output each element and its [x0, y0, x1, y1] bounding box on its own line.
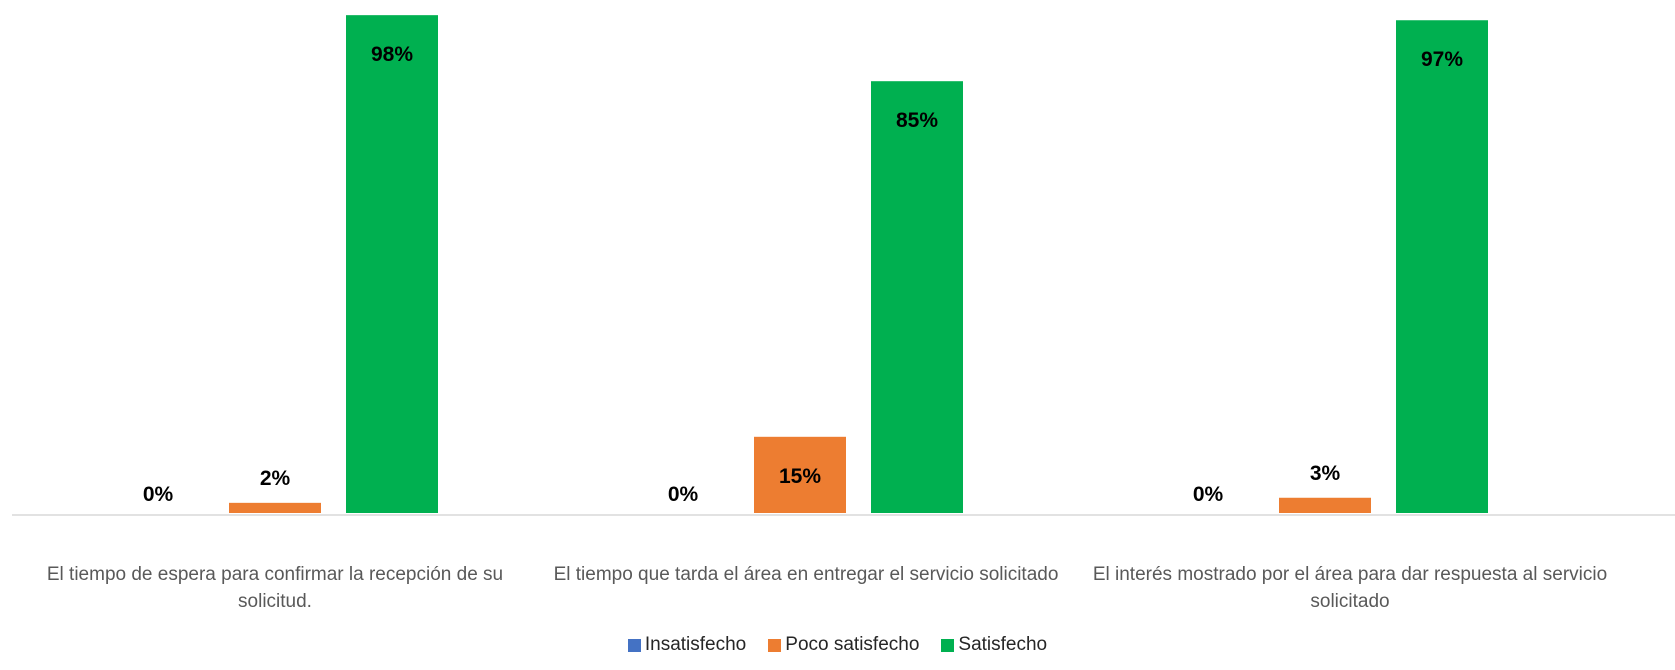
bar-poco-satisfecho	[229, 502, 321, 513]
legend-label: Poco satisfecho	[785, 634, 920, 655]
legend-label: Satisfecho	[958, 634, 1048, 655]
data-label: 15%	[779, 465, 821, 488]
bar-satisfecho	[346, 15, 438, 513]
data-label: 85%	[896, 109, 938, 132]
data-label: 0%	[668, 483, 699, 506]
legend-item-insatisfecho: Insatisfecho	[627, 634, 747, 656]
category-label: El tiempo que tarda el área en entregar …	[553, 564, 1059, 585]
data-label: 0%	[143, 483, 174, 506]
data-label: 97%	[1421, 48, 1463, 71]
data-label: 98%	[371, 43, 413, 66]
data-label: 0%	[1193, 483, 1224, 506]
bar-poco-satisfecho	[754, 436, 846, 513]
legend-swatch	[768, 638, 782, 652]
category-label: El tiempo de espera para confirmar la re…	[46, 564, 504, 612]
legend-swatch	[627, 638, 641, 652]
bar-satisfecho	[871, 81, 963, 513]
data-label: 3%	[1310, 462, 1341, 485]
legend-item-satisfecho: Satisfecho	[941, 634, 1047, 656]
bar-poco-satisfecho	[1279, 497, 1371, 513]
category-label: El interés mostrado por el área para dar…	[1092, 564, 1608, 612]
legend-swatch	[941, 638, 955, 652]
legend: Insatisfecho Poco satisfecho Satisfecho	[0, 634, 1675, 656]
bar-satisfecho	[1396, 20, 1488, 514]
legend-label: Insatisfecho	[644, 634, 747, 655]
legend-item-poco-satisfecho: Poco satisfecho	[768, 634, 919, 656]
data-label: 2%	[260, 467, 291, 490]
data-labels-group: 0% 0% 0% 2% 15% 3% 98% 85% 97%	[143, 43, 1464, 506]
bars-group	[229, 15, 1488, 514]
